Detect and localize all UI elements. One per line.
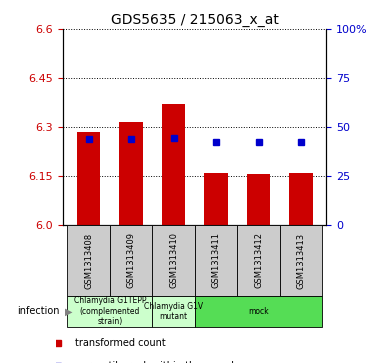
Text: percentile rank within the sample: percentile rank within the sample xyxy=(75,361,240,363)
Bar xyxy=(162,104,185,225)
Bar xyxy=(247,174,270,225)
Text: transformed count: transformed count xyxy=(75,338,166,347)
Text: GSM1313409: GSM1313409 xyxy=(127,232,135,289)
Bar xyxy=(289,173,313,225)
FancyBboxPatch shape xyxy=(67,296,152,327)
FancyBboxPatch shape xyxy=(67,225,110,296)
Text: mock: mock xyxy=(248,307,269,316)
Text: ▶: ▶ xyxy=(65,306,72,316)
Text: GSM1313412: GSM1313412 xyxy=(254,232,263,289)
Text: Chlamydia G1TEPP
(complemented
strain): Chlamydia G1TEPP (complemented strain) xyxy=(73,296,146,326)
Text: GSM1313408: GSM1313408 xyxy=(84,232,93,289)
FancyBboxPatch shape xyxy=(280,225,322,296)
Bar xyxy=(77,132,100,225)
Title: GDS5635 / 215063_x_at: GDS5635 / 215063_x_at xyxy=(111,13,279,26)
FancyBboxPatch shape xyxy=(152,225,195,296)
Bar xyxy=(204,173,228,225)
Text: infection: infection xyxy=(17,306,59,316)
FancyBboxPatch shape xyxy=(195,296,322,327)
Text: GSM1313413: GSM1313413 xyxy=(296,232,305,289)
Bar xyxy=(119,122,143,225)
FancyBboxPatch shape xyxy=(110,225,152,296)
Text: GSM1313410: GSM1313410 xyxy=(169,232,178,289)
Text: Chlamydia G1V
mutant: Chlamydia G1V mutant xyxy=(144,302,203,321)
FancyBboxPatch shape xyxy=(237,225,280,296)
Text: GSM1313411: GSM1313411 xyxy=(211,232,220,289)
FancyBboxPatch shape xyxy=(195,225,237,296)
FancyBboxPatch shape xyxy=(152,296,195,327)
